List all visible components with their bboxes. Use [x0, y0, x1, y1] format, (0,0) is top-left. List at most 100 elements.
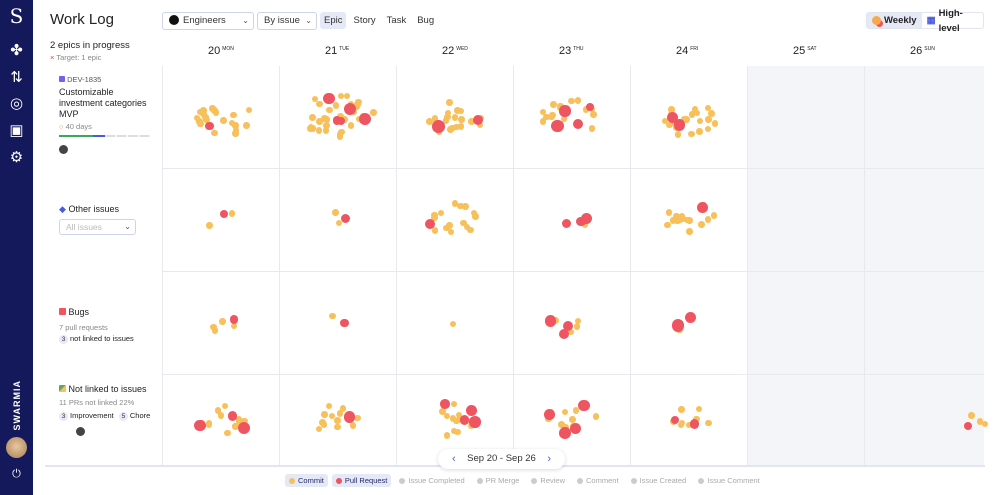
- pull-request-dot[interactable]: [424, 219, 435, 230]
- commit-dot[interactable]: [309, 114, 316, 121]
- commit-dot[interactable]: [458, 116, 465, 123]
- commit-dot[interactable]: [334, 423, 341, 431]
- commit-dot[interactable]: [453, 123, 460, 131]
- commit-dot[interactable]: [200, 110, 207, 118]
- commit-dot[interactable]: [444, 109, 452, 117]
- commit-dot[interactable]: [338, 128, 345, 136]
- commit-dot[interactable]: [572, 407, 580, 414]
- pull-request-dot[interactable]: [569, 422, 582, 435]
- commit-dot[interactable]: [219, 318, 226, 325]
- commit-dot[interactable]: [588, 125, 596, 132]
- commit-dot[interactable]: [454, 107, 461, 114]
- commit-dot[interactable]: [674, 131, 682, 138]
- commit-dot[interactable]: [573, 323, 581, 330]
- commit-dot[interactable]: [217, 412, 225, 419]
- documents-icon[interactable]: ▣: [9, 122, 24, 139]
- commit-dot[interactable]: [678, 406, 685, 413]
- commit-dot[interactable]: [193, 114, 201, 122]
- commit-dot[interactable]: [337, 92, 345, 100]
- commit-dot[interactable]: [691, 106, 699, 113]
- pull-request-dot[interactable]: [339, 318, 349, 328]
- filter-story[interactable]: Story: [353, 15, 376, 26]
- commit-dot[interactable]: [688, 111, 696, 118]
- pull-request-dot[interactable]: [459, 415, 470, 425]
- commit-dot[interactable]: [197, 120, 204, 127]
- commit-dot[interactable]: [476, 121, 484, 129]
- commit-dot[interactable]: [321, 411, 328, 418]
- commit-dot[interactable]: [328, 412, 336, 420]
- commit-dot[interactable]: [446, 222, 453, 229]
- commit-dot[interactable]: [695, 405, 703, 413]
- commit-dot[interactable]: [426, 118, 433, 125]
- commit-dot[interactable]: [568, 97, 575, 105]
- commit-dot[interactable]: [711, 120, 719, 127]
- pull-request-dot[interactable]: [440, 399, 450, 409]
- commit-dot[interactable]: [209, 105, 216, 112]
- pull-request-dot[interactable]: [671, 319, 685, 332]
- pull-request-dot[interactable]: [559, 105, 571, 117]
- commit-dot[interactable]: [680, 116, 688, 123]
- commit-dot[interactable]: [685, 421, 693, 429]
- commit-dot[interactable]: [444, 113, 451, 121]
- commit-dot[interactable]: [236, 418, 243, 425]
- commit-dot[interactable]: [558, 421, 565, 428]
- pull-request-dot[interactable]: [576, 216, 586, 227]
- commit-dot[interactable]: [206, 222, 213, 229]
- commit-dot[interactable]: [321, 115, 328, 122]
- commit-dot[interactable]: [550, 101, 557, 108]
- pull-request-dot[interactable]: [551, 119, 565, 133]
- commit-dot[interactable]: [311, 95, 319, 103]
- commit-dot[interactable]: [315, 127, 323, 134]
- commit-dot[interactable]: [332, 102, 340, 109]
- commit-dot[interactable]: [319, 419, 326, 426]
- commit-dot[interactable]: [322, 127, 330, 134]
- pull-request-dot[interactable]: [578, 399, 590, 412]
- team-select[interactable]: Engineers ⌄: [162, 12, 254, 30]
- pull-request-dot[interactable]: [964, 421, 973, 431]
- commit-dot[interactable]: [561, 408, 569, 416]
- legend-item[interactable]: Comment: [573, 474, 623, 487]
- commit-dot[interactable]: [539, 118, 547, 125]
- pull-request-dot[interactable]: [562, 219, 572, 229]
- commit-dot[interactable]: [439, 408, 446, 415]
- commit-dot[interactable]: [704, 104, 712, 112]
- pull-request-dot[interactable]: [229, 315, 239, 325]
- commit-dot[interactable]: [336, 133, 344, 140]
- pull-request-dot[interactable]: [670, 415, 680, 425]
- commit-dot[interactable]: [454, 428, 461, 436]
- commit-dot[interactable]: [677, 421, 685, 429]
- commit-dot[interactable]: [543, 113, 550, 121]
- pull-request-dot[interactable]: [465, 404, 478, 417]
- commit-dot[interactable]: [230, 322, 238, 330]
- commit-dot[interactable]: [693, 109, 701, 117]
- pull-request-dot[interactable]: [469, 416, 481, 428]
- legend-item[interactable]: Review: [527, 474, 569, 487]
- commit-dot[interactable]: [210, 323, 217, 331]
- work-log-icon[interactable]: ✤: [10, 42, 23, 59]
- commit-dot[interactable]: [981, 420, 989, 428]
- commit-dot[interactable]: [205, 421, 213, 428]
- commit-dot[interactable]: [705, 116, 712, 123]
- commit-dot[interactable]: [708, 110, 715, 117]
- commit-dot[interactable]: [232, 122, 239, 129]
- commit-dot[interactable]: [693, 415, 700, 423]
- commit-dot[interactable]: [669, 217, 677, 224]
- pull-request-dot[interactable]: [237, 421, 250, 434]
- commit-dot[interactable]: [220, 117, 227, 124]
- view-high-level[interactable]: ▦ High-level: [922, 8, 983, 34]
- next-week-button[interactable]: ›: [547, 453, 551, 465]
- commit-dot[interactable]: [664, 221, 671, 229]
- commit-dot[interactable]: [567, 328, 575, 336]
- logout-icon[interactable]: ⏻: [12, 468, 21, 480]
- view-weekly[interactable]: Weekly: [867, 13, 922, 28]
- commit-dot[interactable]: [443, 224, 450, 232]
- commit-dot[interactable]: [592, 413, 600, 420]
- commit-dot[interactable]: [325, 402, 332, 410]
- legend-item[interactable]: Commit: [285, 474, 328, 487]
- pull-request-dot[interactable]: [689, 419, 699, 429]
- pull-request-dot[interactable]: [227, 411, 238, 421]
- commit-dot[interactable]: [355, 115, 363, 123]
- legend-item[interactable]: Issue Created: [627, 474, 691, 487]
- commit-dot[interactable]: [347, 122, 355, 129]
- commit-dot[interactable]: [370, 109, 377, 116]
